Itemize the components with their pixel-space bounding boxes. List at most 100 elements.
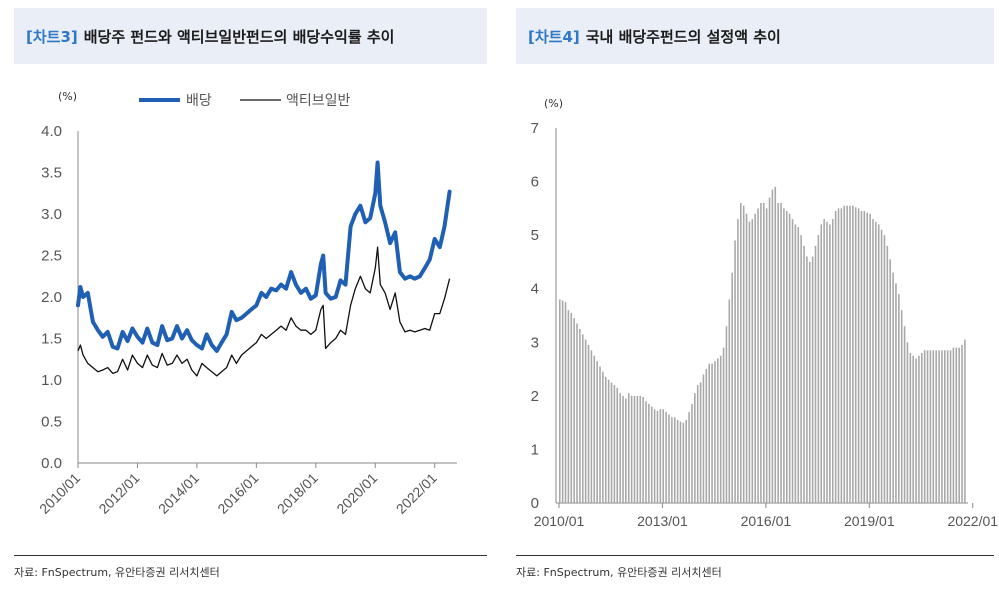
- y-tick-label: 1.5: [41, 331, 62, 348]
- chart4-plot: (%) 0 1 2 3 4 5 6 7 2010/01 2013/01 2016/01 2019/0…: [531, 97, 999, 529]
- bar: [636, 395, 639, 503]
- series-line-active: [77, 246, 451, 377]
- bar: [696, 385, 699, 503]
- bar: [909, 353, 912, 503]
- bar: [926, 350, 929, 503]
- x-tick-label: 2012/01: [95, 470, 142, 517]
- chart4-source-divider: [516, 555, 994, 556]
- x-tick-label: 2020/01: [333, 470, 380, 517]
- bar: [932, 350, 935, 503]
- bar: [817, 235, 820, 503]
- bar: [705, 369, 708, 503]
- bar: [915, 358, 917, 503]
- chart4-x-ticks: 2010/01 2013/01 2016/01 2019/01 2022/01: [534, 503, 998, 529]
- bar: [711, 363, 713, 503]
- bar: [811, 256, 814, 503]
- chart3-y-ticks: 0.0 0.5 1.0 1.5 2.0 2.5 3.0 3.5 4.0: [41, 123, 62, 472]
- x-tick-label: 2022/01: [393, 470, 440, 517]
- y-tick-label: 1.0: [41, 372, 62, 389]
- chart3-x-ticks: 2010/01 2012/01 2014/01 2016/01 2018/01 2020/…: [36, 463, 440, 517]
- bar: [587, 344, 590, 503]
- bar: [814, 245, 817, 504]
- y-tick-label: 6: [531, 174, 539, 191]
- chart4-panel: [차트4] 국내 배당주펀드의 설정액 추이 (%) 0 1 2 3 4 5 6 7 2010/…: [506, 0, 999, 601]
- bar: [843, 205, 846, 503]
- bar: [774, 186, 777, 503]
- bar: [737, 219, 739, 503]
- bar: [679, 421, 682, 503]
- bar: [869, 213, 871, 503]
- chart3-title: 배당주 펀드와 액티브일반펀드의 배당수익률 추이: [83, 28, 395, 46]
- bar: [889, 259, 891, 503]
- bar: [912, 355, 914, 503]
- bar: [797, 227, 800, 504]
- chart3-source-divider: [14, 555, 487, 556]
- bar: [714, 361, 716, 503]
- bar: [573, 318, 575, 503]
- bar: [794, 224, 797, 503]
- bar: [627, 393, 630, 503]
- bar: [961, 344, 963, 503]
- bar: [717, 358, 719, 503]
- bar: [952, 347, 955, 503]
- bar: [923, 350, 926, 503]
- bar: [791, 219, 794, 503]
- bar: [754, 213, 756, 503]
- bar: [642, 396, 644, 503]
- y-tick-label: 2.5: [41, 248, 62, 265]
- y-tick-label: 2: [531, 388, 539, 405]
- bar: [958, 347, 960, 503]
- bar: [765, 208, 768, 504]
- bar: [900, 310, 903, 503]
- bar: [610, 382, 613, 503]
- bar: [849, 205, 851, 503]
- bar: [653, 409, 656, 503]
- bar: [590, 350, 593, 503]
- bar: [596, 361, 598, 503]
- bar: [639, 395, 642, 503]
- bar: [892, 272, 894, 503]
- bar: [728, 299, 731, 503]
- bar: [604, 377, 607, 503]
- bar: [921, 353, 923, 503]
- chart4-unit-label: (%): [544, 97, 563, 110]
- bar: [619, 393, 621, 503]
- bar: [771, 189, 774, 504]
- bar: [875, 221, 877, 503]
- bar: [567, 310, 570, 503]
- legend-label-active: 액티브일반: [286, 93, 351, 109]
- bar: [906, 342, 909, 503]
- bar: [949, 350, 952, 503]
- bar: [803, 245, 805, 504]
- bar: [768, 197, 771, 503]
- bar: [688, 411, 690, 503]
- bar: [788, 213, 791, 503]
- chart3-tag: [차트3]: [26, 28, 78, 46]
- y-tick-label: 0.0: [41, 455, 62, 472]
- bar: [777, 203, 779, 503]
- bar: [780, 203, 782, 503]
- y-tick-label: 3.5: [41, 165, 62, 182]
- bar: [846, 205, 848, 503]
- x-tick-label: 2016/01: [741, 513, 792, 529]
- bar: [895, 283, 897, 503]
- bar: [691, 403, 693, 503]
- x-tick-label: 2013/01: [637, 513, 688, 529]
- y-tick-label: 0.5: [41, 414, 62, 431]
- bar: [579, 328, 581, 503]
- series-line-dividend: [76, 160, 452, 353]
- bar: [751, 219, 754, 503]
- bar: [682, 422, 685, 503]
- bar: [820, 224, 823, 503]
- chart3-panel: [차트3] 배당주 펀드와 액티브일반펀드의 배당수익률 추이 (%) 배당 액티…: [0, 0, 499, 601]
- bar: [722, 347, 725, 503]
- bar: [559, 299, 561, 503]
- bar: [748, 221, 751, 503]
- bar: [676, 419, 679, 503]
- bar: [883, 235, 886, 503]
- x-tick-label: 2018/01: [274, 470, 321, 517]
- y-tick-label: 1: [531, 441, 539, 458]
- bar: [613, 385, 616, 503]
- bar: [576, 323, 578, 503]
- bar: [740, 203, 742, 503]
